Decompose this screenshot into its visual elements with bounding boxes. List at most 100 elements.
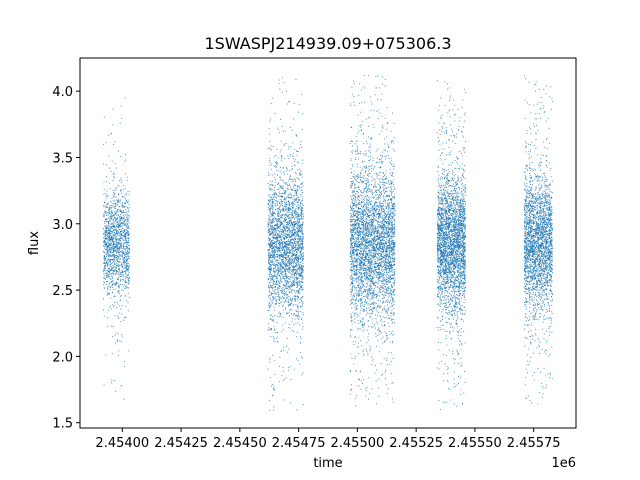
data-point: [299, 225, 301, 227]
data-point: [122, 235, 124, 237]
data-point: [294, 210, 296, 212]
data-point: [279, 226, 281, 228]
data-point: [280, 236, 282, 238]
data-point: [282, 329, 284, 331]
data-point: [105, 225, 107, 227]
data-point: [124, 187, 126, 189]
data-point: [278, 246, 281, 248]
data-point: [105, 284, 107, 286]
data-point: [270, 317, 272, 319]
data-point: [109, 205, 111, 207]
data-point: [267, 224, 269, 226]
data-point: [278, 250, 280, 252]
data-point: [298, 265, 300, 267]
data-point: [118, 285, 120, 287]
data-point: [112, 206, 114, 208]
data-point: [121, 237, 123, 239]
data-point: [272, 196, 274, 198]
data-point: [103, 214, 105, 216]
data-point: [294, 226, 296, 228]
data-point: [269, 297, 271, 299]
data-point: [270, 145, 272, 147]
data-point: [299, 246, 301, 248]
data-point: [298, 247, 300, 249]
data-point: [283, 214, 285, 216]
data-point: [284, 260, 286, 262]
data-point: [358, 336, 360, 338]
data-point: [297, 322, 299, 324]
data-point: [112, 176, 115, 178]
data-point: [281, 259, 283, 261]
data-point: [287, 234, 289, 236]
data-point: [121, 241, 123, 243]
data-point: [281, 195, 283, 197]
data-point: [385, 316, 387, 318]
data-point: [123, 360, 125, 362]
data-point: [274, 185, 277, 187]
data-point: [276, 236, 278, 238]
data-point: [274, 199, 276, 201]
data-point: [115, 244, 118, 246]
data-point: [118, 269, 120, 271]
data-point: [299, 202, 301, 204]
data-point: [381, 269, 383, 271]
data-point: [126, 250, 129, 252]
data-point: [289, 267, 291, 269]
data-point: [269, 260, 271, 262]
data-point: [120, 254, 122, 256]
data-point: [293, 185, 295, 187]
data-point: [286, 208, 288, 210]
data-point: [352, 279, 354, 281]
data-point: [124, 154, 127, 156]
data-point: [104, 210, 106, 212]
data-point: [278, 243, 280, 245]
data-point: [382, 290, 384, 292]
data-point: [296, 135, 298, 137]
data-point: [123, 247, 125, 249]
data-point: [389, 331, 391, 333]
data-point: [119, 217, 122, 219]
data-point: [119, 261, 121, 263]
data-point: [297, 307, 299, 309]
data-point: [267, 323, 269, 325]
data-point: [126, 259, 128, 261]
data-point: [281, 301, 283, 303]
data-point: [291, 201, 293, 203]
data-point: [119, 299, 121, 301]
data-point: [128, 266, 130, 268]
data-point: [128, 199, 130, 201]
data-point: [379, 87, 381, 89]
data-point: [389, 190, 391, 192]
data-point: [107, 263, 109, 265]
data-point: [117, 271, 119, 273]
data-point: [277, 336, 279, 338]
data-point: [268, 268, 270, 270]
data-point: [112, 245, 115, 247]
data-point: [128, 280, 130, 282]
data-point: [360, 219, 362, 221]
data-point: [280, 256, 282, 258]
data-point: [291, 246, 293, 248]
data-point: [275, 209, 277, 211]
data-point: [292, 179, 294, 181]
data-point: [286, 204, 288, 206]
data-point: [368, 255, 370, 257]
data-point: [109, 255, 111, 257]
data-point: [111, 240, 114, 243]
data-point: [128, 216, 130, 218]
data-point: [124, 236, 126, 238]
data-point: [281, 248, 283, 250]
data-point: [270, 300, 272, 302]
data-point: [128, 220, 130, 222]
data-point: [281, 180, 283, 182]
data-point: [110, 230, 113, 232]
data-point: [106, 293, 108, 295]
data-point: [297, 255, 299, 257]
data-point: [296, 216, 298, 218]
data-point: [109, 269, 111, 271]
data-point: [284, 191, 286, 194]
data-point: [285, 241, 287, 243]
data-point: [125, 295, 127, 297]
data-point: [289, 192, 291, 194]
data-point: [107, 220, 109, 222]
